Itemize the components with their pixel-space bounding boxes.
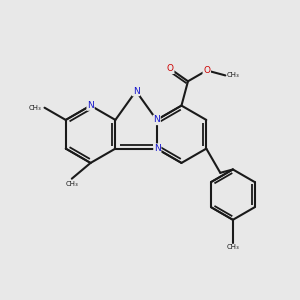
Text: N: N [153,116,160,124]
Text: O: O [167,64,174,73]
Text: N: N [154,144,161,153]
Text: O: O [203,66,210,75]
Text: CH₃: CH₃ [65,182,78,188]
Text: CH₃: CH₃ [226,244,239,250]
Text: CH₃: CH₃ [227,72,240,78]
Text: N: N [133,87,140,96]
Text: N: N [87,101,94,110]
Text: CH₃: CH₃ [29,105,42,111]
